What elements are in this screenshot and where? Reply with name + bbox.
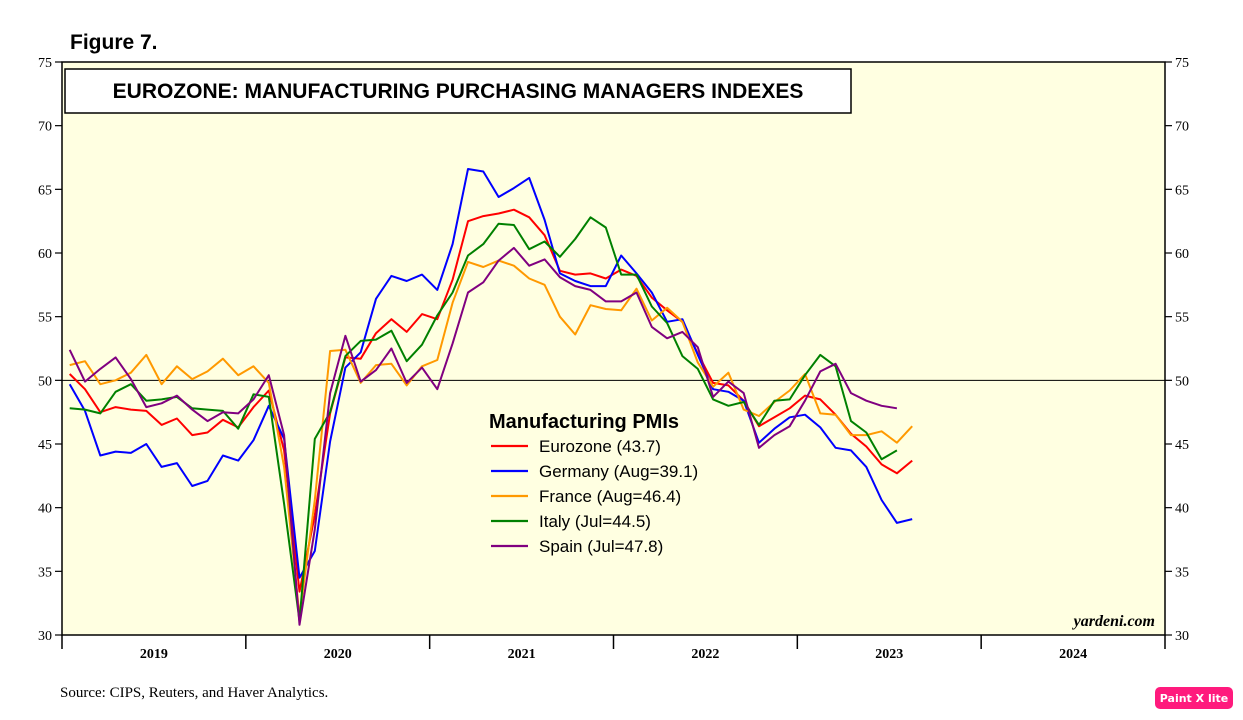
y-tick-label-left: 30 xyxy=(38,629,52,644)
chart-title: EUROZONE: MANUFACTURING PURCHASING MANAG… xyxy=(113,80,804,103)
x-tick-label: 2024 xyxy=(1059,647,1087,662)
legend-label-italy: Italy (Jul=44.5) xyxy=(539,512,651,531)
plot-area xyxy=(61,61,1166,636)
paint-x-lite-badge[interactable]: Paint X lite xyxy=(1155,687,1233,709)
x-tick-label: 2020 xyxy=(324,647,352,662)
x-tick-label: 2021 xyxy=(508,647,536,662)
legend-label-eurozone: Eurozone (43.7) xyxy=(539,437,661,456)
y-tick-label-left: 50 xyxy=(38,374,52,389)
y-tick-label-left: 65 xyxy=(38,183,52,198)
series-lines xyxy=(68,168,913,626)
legend-title: Manufacturing PMIs xyxy=(489,411,679,433)
y-tick-label-right: 70 xyxy=(1175,120,1189,135)
y-tick-label-left: 45 xyxy=(38,438,52,453)
y-tick-label-left: 35 xyxy=(38,565,52,580)
x-tick-label: 2023 xyxy=(875,647,903,662)
chart-title-box xyxy=(64,68,852,114)
y-tick-label-right: 75 xyxy=(1175,56,1189,71)
y-tick-label-right: 65 xyxy=(1175,183,1189,198)
y-tick-label-right: 50 xyxy=(1175,374,1189,389)
y-tick-label-right: 45 xyxy=(1175,438,1189,453)
series-line-italy xyxy=(69,216,898,622)
series-line-eurozone xyxy=(68,208,913,593)
y-tick-label-left: 70 xyxy=(38,120,52,135)
legend-label-france: France (Aug=46.4) xyxy=(539,487,681,506)
y-axis-left: 30 35 40 45 50 55 60 65 70 75 xyxy=(38,56,62,644)
y-tick-label-right: 30 xyxy=(1175,629,1189,644)
legend: Manufacturing PMIs Eurozone (43.7) German… xyxy=(489,411,698,556)
y-tick-label-right: 55 xyxy=(1175,311,1189,326)
y-tick-label-right: 35 xyxy=(1175,565,1189,580)
x-axis: 2019 2020 2021 2022 2023 2024 xyxy=(61,635,1166,662)
y-tick-label-left: 60 xyxy=(38,247,52,262)
source-note: Source: CIPS, Reuters, and Haver Analyti… xyxy=(60,685,328,701)
legend-label-spain: Spain (Jul=47.8) xyxy=(539,537,663,556)
y-tick-label-left: 40 xyxy=(38,502,52,517)
y-tick-label-left: 55 xyxy=(38,311,52,326)
y-tick-label-right: 60 xyxy=(1175,247,1189,262)
series-line-spain xyxy=(68,246,898,626)
y-tick-label-right: 40 xyxy=(1175,502,1189,517)
x-tick-label: 2019 xyxy=(140,647,168,662)
credit-text: yardeni.com xyxy=(1072,613,1155,630)
x-tick-label: 2022 xyxy=(691,647,719,662)
y-tick-label-left: 75 xyxy=(38,56,52,71)
y-axis-right: 30 35 40 45 50 55 60 65 70 75 xyxy=(1165,56,1189,644)
legend-label-germany: Germany (Aug=39.1) xyxy=(539,462,698,481)
figure-label: Figure 7. xyxy=(70,31,158,54)
series-line-germany xyxy=(68,168,913,579)
